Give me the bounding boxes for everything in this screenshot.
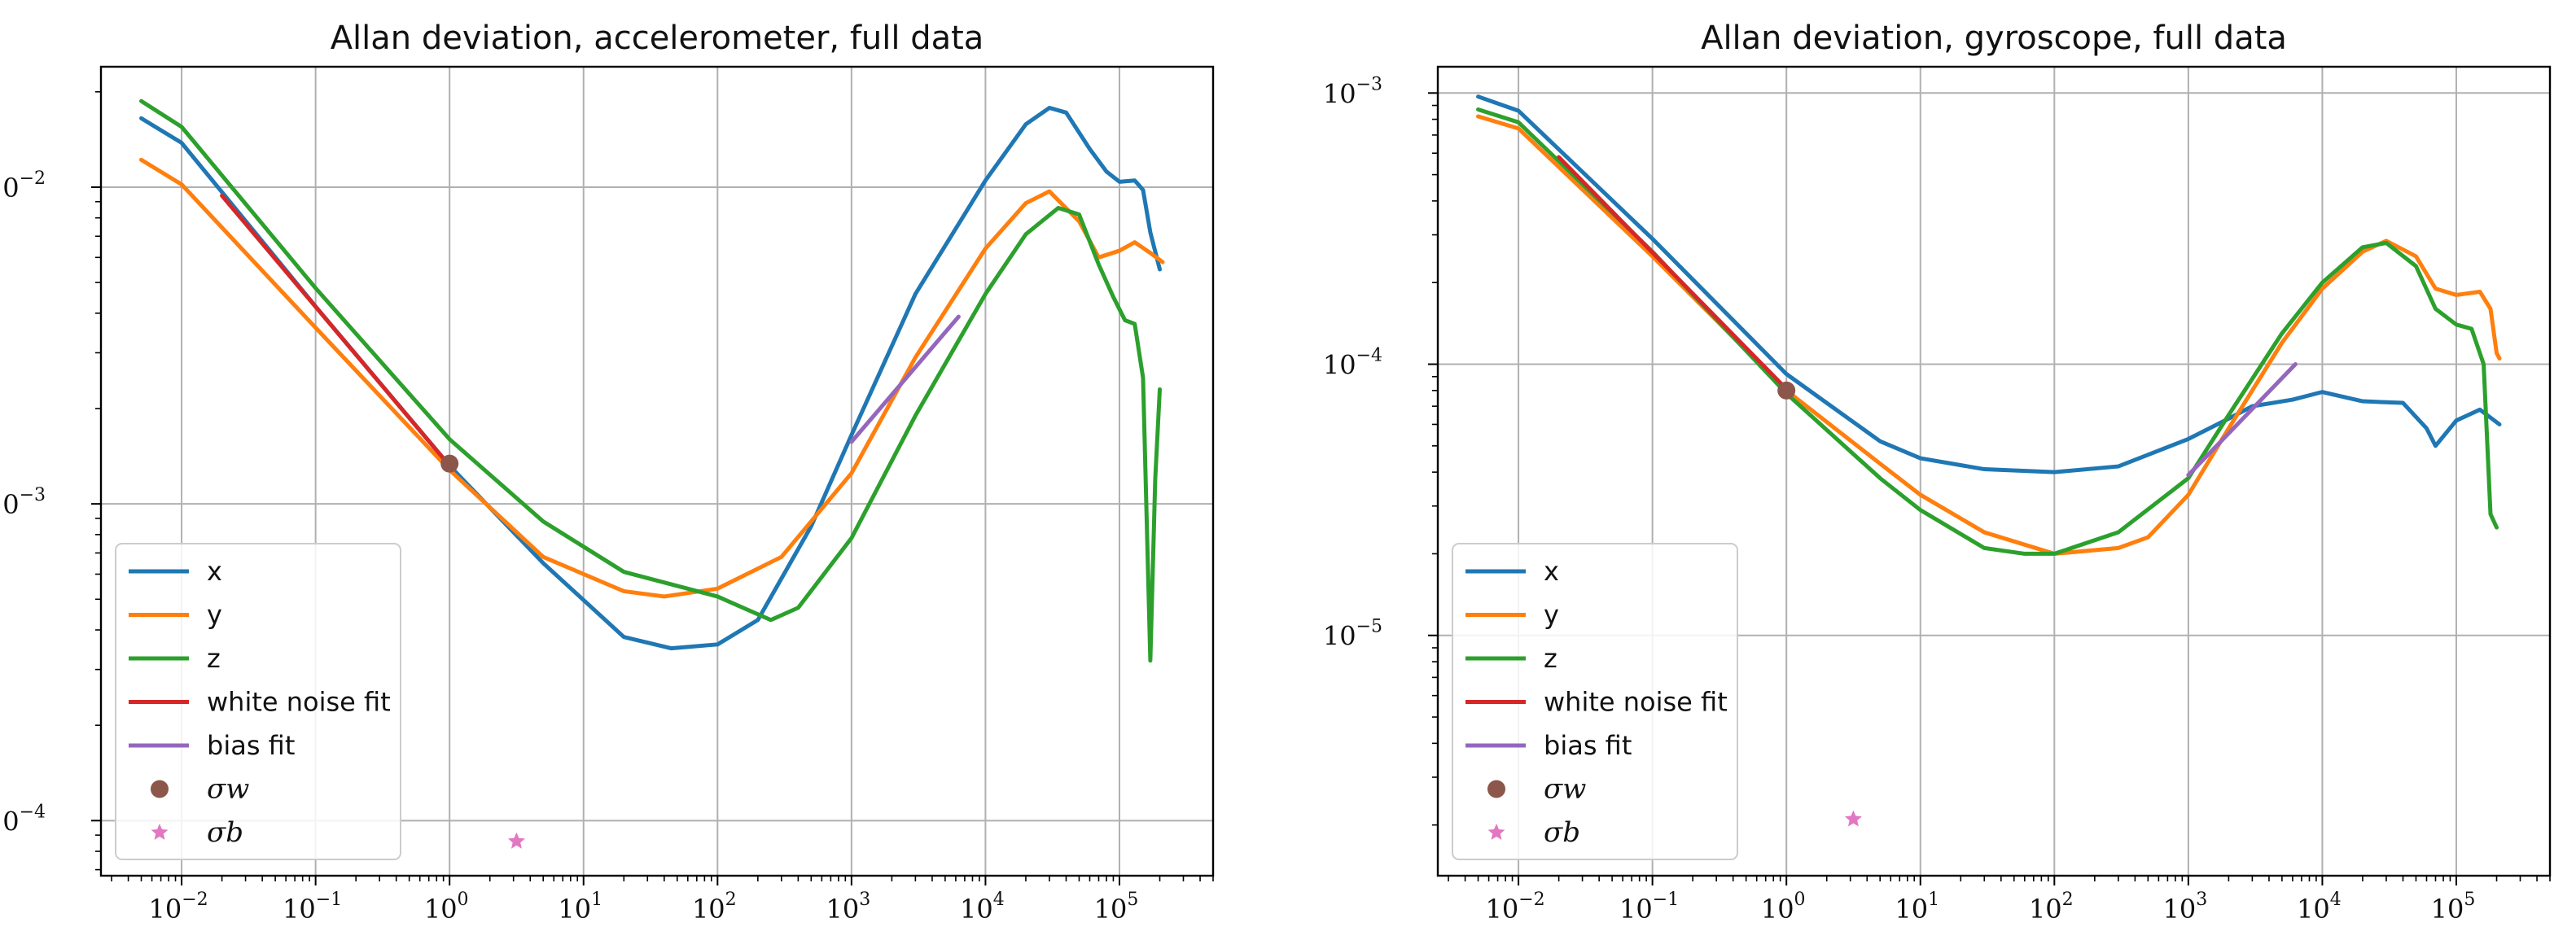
axes-frame — [99, 65, 1215, 877]
legend-star-swatch — [151, 824, 169, 840]
series-line-y — [1476, 114, 2502, 556]
axis-ticks: 10−2 10−1 100 101 102 103 104 105 10−4 10−3 10−2 — [0, 168, 1138, 925]
legend-circle-swatch — [1487, 780, 1505, 798]
x-tick-label: 10−1 — [1619, 890, 1679, 925]
series-line-y — [139, 157, 1165, 599]
grid — [101, 67, 1213, 876]
sigma-w-marker — [440, 454, 459, 473]
legend-star-swatch — [1487, 824, 1505, 840]
x-tick-label: 102 — [692, 890, 737, 925]
axis-ticks: 10−2 10−1 100 101 102 103 104 105 10−5 10−4 10−3 — [1323, 74, 2475, 925]
plot-area — [139, 98, 1165, 849]
series-line-white-noise-fit — [1557, 155, 1789, 391]
series-line-white-noise-fit — [220, 193, 452, 468]
legend-label: white noise fit — [207, 687, 391, 718]
series-line-z — [1476, 107, 2499, 556]
legend-circle-swatch — [151, 780, 169, 798]
x-tick-label: 104 — [960, 890, 1005, 925]
x-tick-label: 102 — [2029, 890, 2074, 925]
x-tick-label: 104 — [2297, 890, 2342, 925]
x-tick-label: 100 — [1761, 890, 1806, 925]
sigma-b-marker — [1844, 810, 1862, 827]
x-tick-label: 10−1 — [283, 890, 342, 925]
y-tick-label: 10−2 — [0, 168, 46, 203]
y-tick-label: 10−4 — [0, 802, 46, 837]
legend-label: y — [1544, 600, 1559, 631]
legend: xyz white noise fit bias fit σw σb — [115, 543, 401, 860]
axes-frame — [1436, 65, 2552, 877]
legend-box — [115, 543, 401, 860]
x-tick-label: 103 — [826, 890, 871, 925]
x-tick-label: 105 — [2431, 890, 2476, 925]
x-tick-label: 101 — [558, 890, 602, 925]
legend-label: bias fit — [1544, 730, 1632, 761]
legend-label: z — [1544, 643, 1557, 674]
accelerometer-chart: Allan deviation, accelerometer, full dat… — [0, 20, 1215, 925]
y-tick-label: 10−3 — [1323, 74, 1382, 109]
legend-label: σw — [1544, 773, 1586, 806]
gyroscope-chart: Allan deviation, gyroscope, full data 10−… — [1323, 20, 2552, 925]
legend-box — [1452, 543, 1738, 860]
legend-label: σb — [207, 816, 243, 849]
sigma-w-marker — [1777, 381, 1796, 400]
y-tick-label: 10−4 — [1323, 346, 1382, 381]
series-line-bias-fit — [2186, 362, 2298, 478]
y-tick-label: 10−5 — [1323, 617, 1382, 652]
x-tick-label: 100 — [424, 890, 469, 925]
legend-label: bias fit — [207, 730, 295, 761]
legend-label: σb — [1544, 816, 1580, 849]
legend-label: x — [207, 556, 222, 587]
legend-label: white noise fit — [1544, 687, 1728, 718]
y-tick-label: 10−3 — [0, 485, 46, 520]
x-tick-label: 105 — [1094, 890, 1139, 925]
series-line-bias-fit — [849, 314, 961, 444]
legend-label: z — [207, 643, 221, 674]
chart-title: Allan deviation, gyroscope, full data — [1701, 20, 2287, 57]
legend-label: x — [1544, 556, 1559, 587]
legend-label: σw — [207, 773, 249, 806]
x-tick-label: 10−2 — [1485, 890, 1544, 925]
x-tick-label: 10−2 — [148, 890, 208, 925]
x-tick-label: 103 — [2163, 890, 2208, 925]
legend-label: y — [207, 600, 222, 631]
chart-title: Allan deviation, accelerometer, full dat… — [331, 20, 984, 57]
sigma-b-marker — [507, 832, 525, 849]
legend: xyz white noise fit bias fit σw σb — [1452, 543, 1738, 860]
series-line-z — [139, 98, 1163, 663]
x-tick-label: 101 — [1895, 890, 1939, 925]
plot-area — [1476, 94, 2502, 827]
